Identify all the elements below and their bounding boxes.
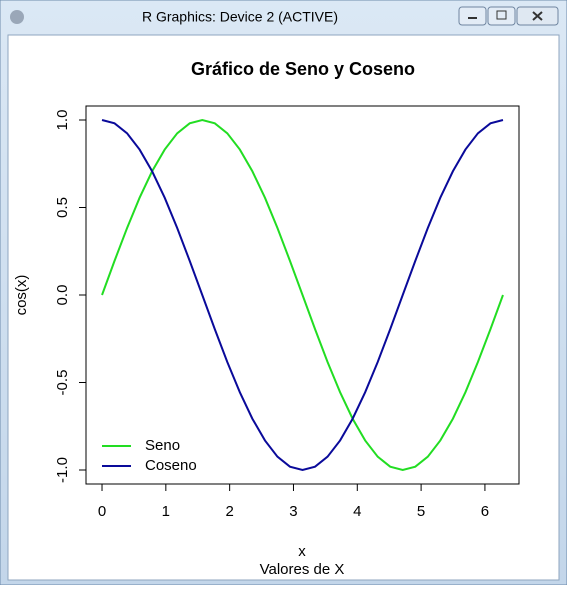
x-tick-label: 2 xyxy=(225,503,233,520)
maximize-button[interactable] xyxy=(487,6,516,26)
plot-canvas xyxy=(7,34,560,581)
series-line xyxy=(101,119,504,472)
series-line xyxy=(101,118,504,472)
close-icon xyxy=(532,11,543,21)
y-tick-label: -0.5 xyxy=(54,370,71,396)
x-tick-label: 3 xyxy=(289,503,297,520)
x-tick-label: 5 xyxy=(417,503,425,520)
maximize-icon xyxy=(496,10,507,20)
x-tick-label: 1 xyxy=(162,503,170,520)
x-tick-label: 6 xyxy=(481,503,489,520)
plot: 0 1 2 3 4 5 6 -1.0 -0.5 0.0 0.5 1.0 Seno Coseno xyxy=(54,110,504,520)
minimize-button[interactable] xyxy=(458,6,487,26)
y-tick-label: 0.5 xyxy=(54,197,71,218)
app-icon xyxy=(10,10,24,24)
subtitle: Valores de X xyxy=(260,561,345,578)
y-tick-label: 1.0 xyxy=(54,110,71,131)
x-tick-label: 4 xyxy=(353,503,361,520)
legend-label: Coseno xyxy=(145,457,197,474)
x-tick-label: 0 xyxy=(98,503,106,520)
legend-label: Seno xyxy=(145,437,180,454)
minimize-icon xyxy=(468,17,477,19)
y-tick-label: -1.0 xyxy=(54,457,71,483)
y-axis-label: cos(x) xyxy=(13,275,30,316)
y-tick-label: 0.0 xyxy=(54,285,71,306)
window-title: R Graphics: Device 2 (ACTIVE) xyxy=(142,9,338,25)
chart-title: Gráfico de Seno y Coseno xyxy=(191,59,415,79)
x-axis-label: x xyxy=(298,543,306,560)
